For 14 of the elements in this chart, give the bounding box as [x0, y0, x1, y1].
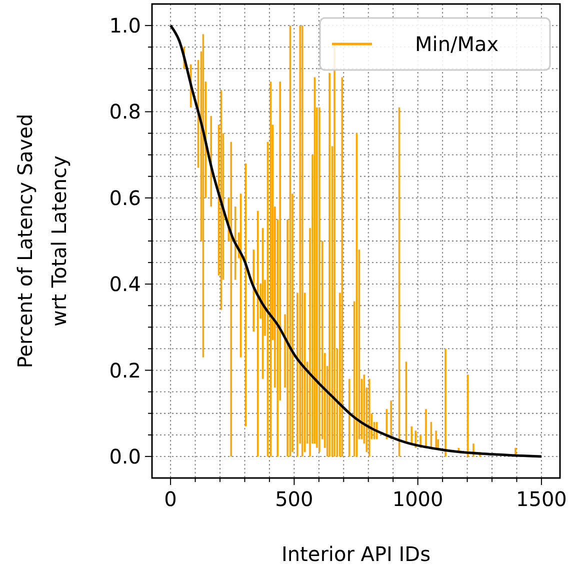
- legend-label: Min/Max: [415, 32, 499, 56]
- y-tick-label: 0.6: [109, 186, 141, 210]
- y-tick-label: 0.2: [109, 358, 141, 382]
- x-tick-label: 0: [164, 487, 177, 511]
- y-tick-label: 1.0: [109, 14, 141, 38]
- y-tick-label: 0.0: [109, 444, 141, 468]
- y-tick-label: 0.4: [109, 272, 141, 296]
- x-tick-label: 1000: [392, 487, 444, 511]
- x-axis-title: Interior API IDs: [281, 542, 431, 566]
- x-tick-label: 500: [275, 487, 314, 511]
- x-tick-label: 1500: [516, 487, 567, 511]
- y-axis-title: Percent of Latency Saved wrt Total Latency: [13, 114, 71, 368]
- line-series: [169, 24, 543, 458]
- y-tick-label: 0.8: [109, 100, 141, 124]
